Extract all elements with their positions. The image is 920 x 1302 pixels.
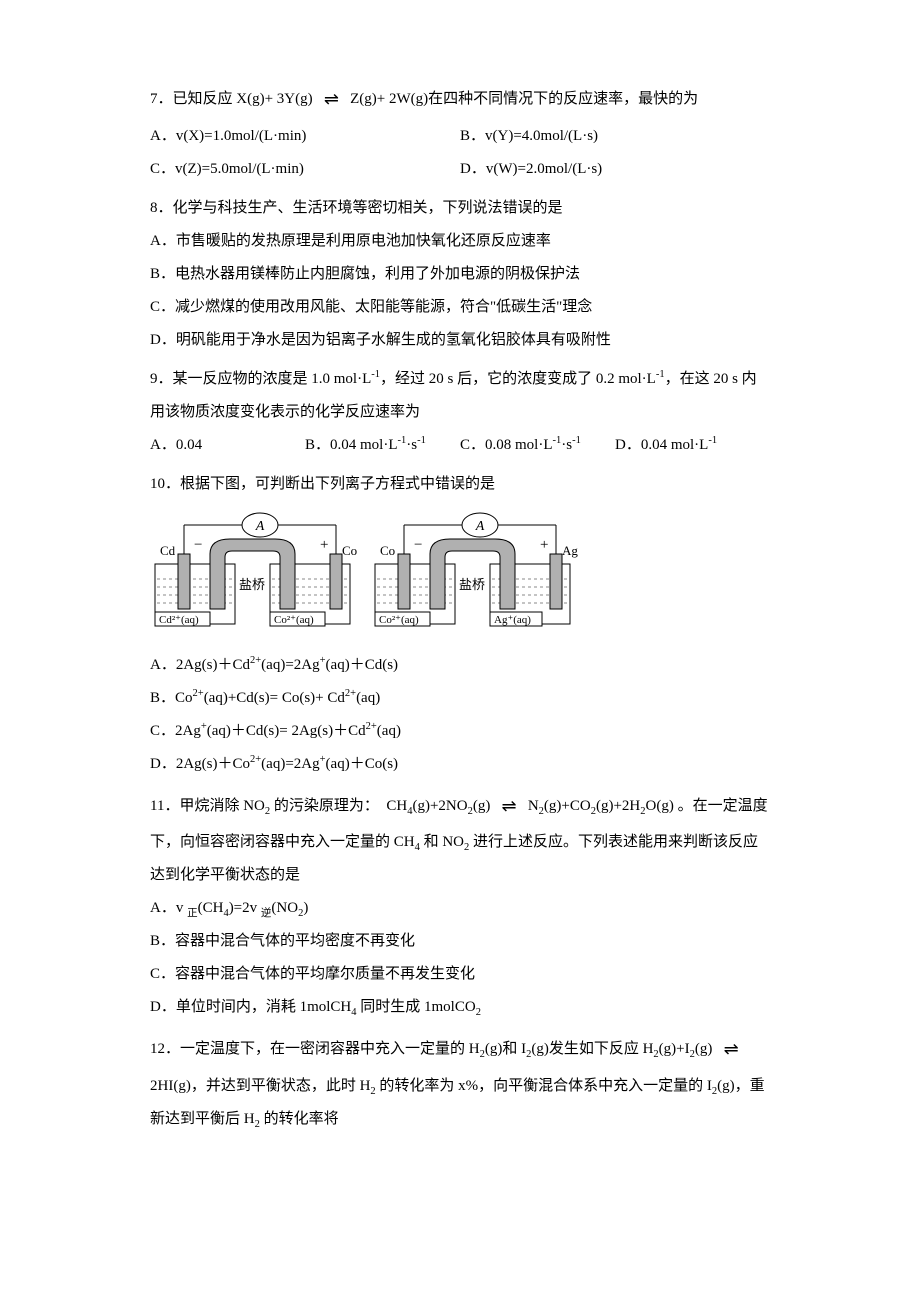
question-9: 9．某一反应物的浓度是 1.0 mol·L-1，经过 20 s 后，它的浓度变成… (150, 363, 770, 462)
q11-stem: 11．甲烷消除 NO2 的污染原理为： CH4(g)+2NO2(g) N2(g)… (150, 787, 770, 893)
svg-text:盐桥: 盐桥 (239, 577, 265, 592)
question-10: 10．根据下图，可判断出下列离子方程式中错误的是 A Cd − Co + (150, 468, 770, 781)
question-12: 12．一定温度下，在一密闭容器中充入一定量的 H2(g)和 I2(g)发生如下反… (150, 1030, 770, 1136)
q11-option-d: D．单位时间内，消耗 1molCH4 同时生成 1molCO2 (150, 991, 770, 1024)
q11-option-b: B．容器中混合气体的平均密度不再变化 (150, 925, 770, 958)
q8-option-c: C．减少燃煤的使用改用风能、太阳能等能源，符合"低碳生活"理念 (150, 291, 770, 324)
q7-option-a: A．v(X)=1.0mol/(L·min) (150, 120, 460, 153)
ammeter-label: A (255, 519, 265, 534)
question-8: 8．化学与科技生产、生活环境等密切相关，下列说法错误的是 A．市售暖贴的发热原理… (150, 192, 770, 357)
svg-text:Cd²⁺(aq): Cd²⁺(aq) (159, 614, 199, 626)
q8-option-a: A．市售暖贴的发热原理是利用原电池加快氧化还原反应速率 (150, 225, 770, 258)
q10-stem: 10．根据下图，可判断出下列离子方程式中错误的是 (150, 468, 770, 501)
q10-option-d: D．2Ag(s)＋Co2+(aq)=2Ag+(aq)＋Co(s) (150, 748, 770, 781)
svg-text:Co²⁺(aq): Co²⁺(aq) (379, 614, 419, 626)
equilibrium-arrow-icon (316, 80, 346, 120)
q9-option-c: C．0.08 mol·L-1·s-1 (460, 429, 615, 462)
svg-text:Ag⁺(aq): Ag⁺(aq) (494, 614, 531, 626)
q7-stem: 7．已知反应 X(g)+ 3Y(g) Z(g)+ 2W(g)在四种不同情况下的反… (150, 80, 770, 120)
q10-option-c: C．2Ag+(aq)＋Cd(s)= 2Ag(s)＋Cd2+(aq) (150, 715, 770, 748)
svg-text:+: + (540, 537, 548, 553)
electrochem-diagram-icon: A Cd − Co + (150, 509, 590, 639)
svg-text:−: − (194, 537, 202, 553)
q7-option-c: C．v(Z)=5.0mol/(L·min) (150, 153, 460, 186)
question-11: 11．甲烷消除 NO2 的污染原理为： CH4(g)+2NO2(g) N2(g)… (150, 787, 770, 1025)
q8-option-b: B．电热水器用镁棒防止内胆腐蚀，利用了外加电源的阴极保护法 (150, 258, 770, 291)
equilibrium-arrow-icon (716, 1030, 746, 1070)
svg-text:+: + (320, 537, 328, 553)
q9-option-a: A．0.04 (150, 429, 305, 462)
svg-text:盐桥: 盐桥 (459, 577, 485, 592)
q8-option-d: D．明矾能用于净水是因为铝离子水解生成的氢氧化铝胶体具有吸附性 (150, 324, 770, 357)
q11-option-c: C．容器中混合气体的平均摩尔质量不再发生变化 (150, 958, 770, 991)
q8-stem: 8．化学与科技生产、生活环境等密切相关，下列说法错误的是 (150, 192, 770, 225)
svg-text:Ag: Ag (562, 543, 578, 558)
q7-option-d: D．v(W)=2.0mol/(L·s) (460, 153, 770, 186)
svg-text:Co: Co (342, 543, 357, 558)
svg-text:Co²⁺(aq): Co²⁺(aq) (274, 614, 314, 626)
q12-stem: 12．一定温度下，在一密闭容器中充入一定量的 H2(g)和 I2(g)发生如下反… (150, 1030, 770, 1136)
q10-option-b: B．Co2+(aq)+Cd(s)= Co(s)+ Cd2+(aq) (150, 682, 770, 715)
q7-option-b: B．v(Y)=4.0mol/(L·s) (460, 120, 770, 153)
q9-stem: 9．某一反应物的浓度是 1.0 mol·L-1，经过 20 s 后，它的浓度变成… (150, 363, 770, 429)
q11-option-a: A．v 正(CH4)=2v 逆(NO2) (150, 892, 770, 925)
equilibrium-arrow-icon (494, 787, 524, 827)
svg-text:A: A (475, 519, 485, 534)
svg-text:−: − (414, 537, 422, 553)
svg-text:Co: Co (380, 543, 395, 558)
q9-option-b: B．0.04 mol·L-1·s-1 (305, 429, 460, 462)
q9-option-d: D．0.04 mol·L-1 (615, 429, 770, 462)
svg-text:Cd: Cd (160, 543, 176, 558)
q10-option-a: A．2Ag(s)＋Cd2+(aq)=2Ag+(aq)＋Cd(s) (150, 649, 770, 682)
question-7: 7．已知反应 X(g)+ 3Y(g) Z(g)+ 2W(g)在四种不同情况下的反… (150, 80, 770, 186)
q10-diagram: A Cd − Co + (150, 509, 770, 639)
